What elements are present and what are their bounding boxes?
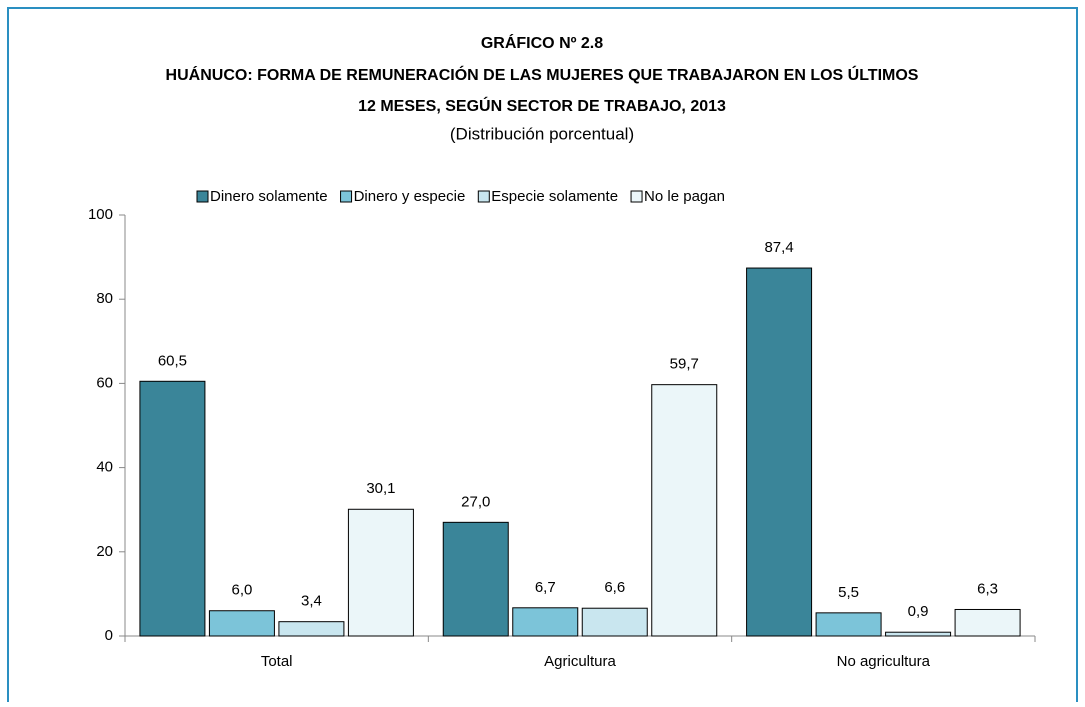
value-label: 59,7 (670, 356, 699, 373)
legend-label: No le pagan (644, 188, 725, 205)
y-tick-label: 0 (105, 627, 113, 644)
chart-title: 12 MESES, SEGÚN SECTOR DE TRABAJO, 2013 (358, 96, 726, 115)
y-tick-label: 80 (96, 290, 113, 307)
value-label: 3,4 (301, 593, 322, 610)
legend-swatch (477, 190, 490, 203)
x-tick-label: No agricultura (837, 653, 931, 670)
bar (208, 610, 275, 637)
x-tick-label: Total (261, 653, 293, 670)
value-label: 87,4 (764, 239, 793, 256)
legend-label: Dinero y especie (354, 188, 466, 205)
y-tick-label: 40 (96, 459, 113, 476)
chart-title: HUÁNUCO: FORMA DE REMUNERACIÓN DE LAS MU… (166, 65, 919, 84)
bar (746, 267, 813, 637)
frame (7, 7, 1078, 702)
legend-swatch (340, 190, 353, 203)
value-label: 6,7 (535, 579, 556, 596)
bar (347, 508, 414, 637)
bar (139, 380, 206, 637)
x-tick-label: Agricultura (544, 653, 616, 670)
y-tick-label: 100 (88, 206, 113, 223)
bar (442, 521, 509, 637)
bar (512, 607, 579, 637)
bar (954, 608, 1021, 637)
legend-label: Dinero solamente (210, 188, 328, 205)
bar (581, 607, 648, 637)
value-label: 6,3 (977, 580, 998, 597)
value-label: 5,5 (838, 584, 859, 601)
value-label: 27,0 (461, 493, 490, 510)
y-tick-label: 60 (96, 374, 113, 391)
legend-swatch (196, 190, 209, 203)
bar (278, 621, 345, 637)
value-label: 60,5 (158, 352, 187, 369)
chart-title: GRÁFICO Nº 2.8 (481, 33, 603, 52)
value-label: 0,9 (908, 603, 929, 620)
chart-subtitle: (Distribución porcentual) (450, 124, 634, 143)
legend-swatch (630, 190, 643, 203)
y-tick-label: 20 (96, 543, 113, 560)
value-label: 6,6 (604, 579, 625, 596)
value-label: 30,1 (366, 480, 395, 497)
legend-label: Especie solamente (491, 188, 618, 205)
bar (885, 631, 952, 637)
bar (815, 612, 882, 637)
bar (651, 384, 718, 637)
value-label: 6,0 (231, 582, 252, 599)
